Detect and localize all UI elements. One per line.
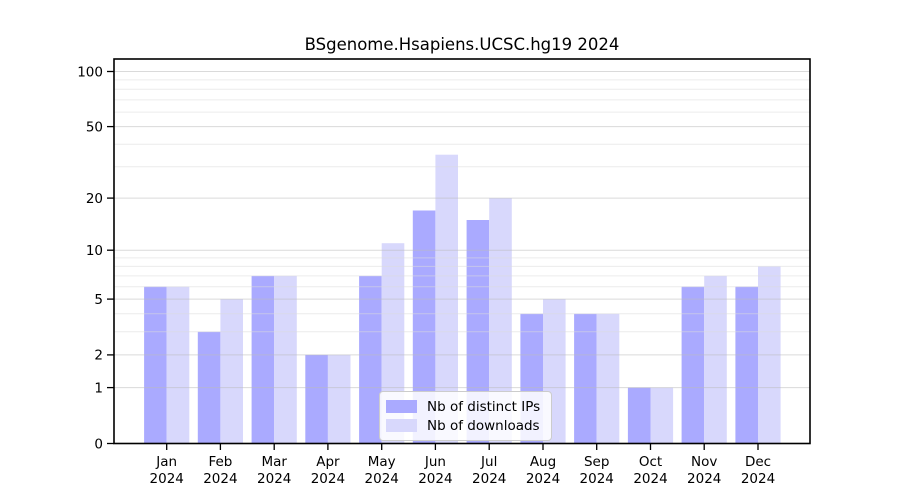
x-tick-label-year: 2024 bbox=[150, 471, 184, 487]
y-tick-label: 5 bbox=[94, 292, 103, 308]
x-tick-label-month: Oct bbox=[639, 454, 662, 470]
chart-title: BSgenome.Hsapiens.UCSC.hg19 2024 bbox=[304, 35, 620, 54]
bar-jul-downloads bbox=[489, 198, 512, 444]
bar-mar-downloads bbox=[274, 275, 297, 444]
x-tick-label-month: Feb bbox=[208, 454, 232, 470]
bar-sep-distinct-ips bbox=[574, 313, 597, 444]
legend-item-distinct-ips: Nb of distinct IPs bbox=[386, 397, 540, 416]
x-tick-label-year: 2024 bbox=[311, 471, 345, 487]
legend-label-downloads: Nb of downloads bbox=[427, 417, 540, 434]
bar-jan-distinct-ips bbox=[144, 286, 167, 444]
x-tick-label-month: Jun bbox=[424, 454, 446, 470]
legend-item-downloads: Nb of downloads bbox=[386, 416, 540, 435]
chart-legend: Nb of distinct IPs Nb of downloads bbox=[379, 391, 553, 441]
y-tick-label: 50 bbox=[86, 119, 103, 135]
x-tick-label-month: Jul bbox=[480, 454, 497, 470]
x-tick-label-year: 2024 bbox=[687, 471, 721, 487]
y-tick-label: 100 bbox=[77, 64, 103, 80]
bar-apr-distinct-ips bbox=[305, 354, 328, 444]
x-tick-label-month: Dec bbox=[745, 454, 771, 470]
x-tick-label-month: Mar bbox=[261, 454, 287, 470]
x-tick-label-year: 2024 bbox=[580, 471, 614, 487]
x-tick-label-month: Jan bbox=[155, 454, 177, 470]
y-tick-label: 2 bbox=[94, 348, 103, 364]
bar-oct-distinct-ips bbox=[627, 387, 651, 444]
legend-swatch-distinct-ips bbox=[386, 400, 417, 413]
y-tick-label: 0 bbox=[94, 436, 103, 452]
bar-feb-downloads bbox=[220, 299, 243, 444]
x-tick-label-month: Nov bbox=[691, 454, 717, 470]
y-tick-label: 1 bbox=[94, 380, 103, 396]
x-tick-label-year: 2024 bbox=[526, 471, 560, 487]
bar-nov-distinct-ips bbox=[681, 286, 705, 444]
bar-jun-distinct-ips bbox=[412, 210, 436, 444]
legend-label-distinct-ips: Nb of distinct IPs bbox=[427, 398, 541, 415]
x-tick-label-year: 2024 bbox=[365, 471, 399, 487]
y-tick-label: 10 bbox=[86, 243, 103, 259]
bar-oct-downloads bbox=[650, 387, 674, 444]
x-tick-label-year: 2024 bbox=[633, 471, 667, 487]
bar-mar-distinct-ips bbox=[251, 275, 275, 444]
y-tick-label: 20 bbox=[86, 191, 103, 207]
x-tick-label-month: Aug bbox=[530, 454, 556, 470]
x-tick-label-year: 2024 bbox=[203, 471, 237, 487]
bar-dec-distinct-ips bbox=[735, 286, 758, 444]
legend-swatch-downloads bbox=[386, 419, 417, 432]
x-tick-label-month: May bbox=[368, 454, 396, 470]
x-tick-label-month: Apr bbox=[316, 454, 340, 470]
bar-may-distinct-ips bbox=[359, 275, 382, 444]
x-tick-label-month: Sep bbox=[584, 454, 609, 470]
bar-jan-downloads bbox=[166, 286, 190, 444]
x-tick-label-year: 2024 bbox=[257, 471, 291, 487]
plot-box bbox=[113, 58, 811, 445]
bar-apr-downloads bbox=[327, 354, 351, 444]
x-tick-label-year: 2024 bbox=[418, 471, 452, 487]
bar-nov-downloads bbox=[704, 275, 727, 444]
x-tick-label-year: 2024 bbox=[472, 471, 506, 487]
x-tick-label-year: 2024 bbox=[741, 471, 775, 487]
bar-sep-downloads bbox=[596, 313, 620, 444]
